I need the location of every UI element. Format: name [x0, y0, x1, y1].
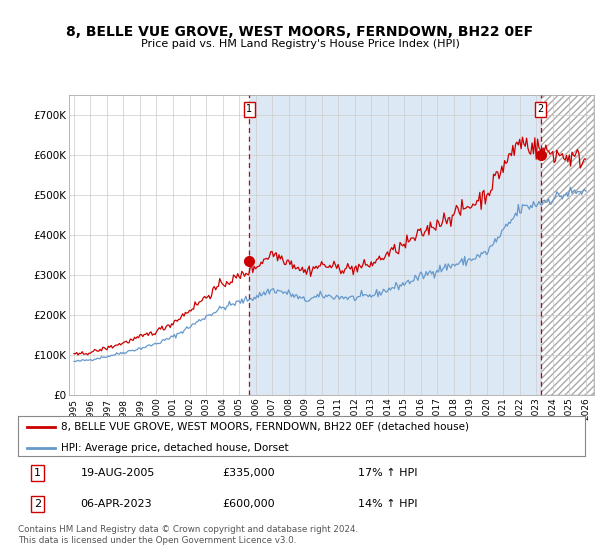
Text: £335,000: £335,000: [222, 468, 275, 478]
Text: 1: 1: [34, 468, 41, 478]
Text: 2: 2: [538, 104, 544, 114]
Text: HPI: Average price, detached house, Dorset: HPI: Average price, detached house, Dors…: [61, 442, 288, 452]
Text: 2: 2: [34, 500, 41, 510]
Text: Price paid vs. HM Land Registry's House Price Index (HPI): Price paid vs. HM Land Registry's House …: [140, 39, 460, 49]
Text: 14% ↑ HPI: 14% ↑ HPI: [358, 500, 418, 510]
Text: 06-APR-2023: 06-APR-2023: [80, 500, 152, 510]
Bar: [250, 95, 541, 395]
Text: 17% ↑ HPI: 17% ↑ HPI: [358, 468, 418, 478]
Bar: [541, 95, 594, 395]
Text: 8, BELLE VUE GROVE, WEST MOORS, FERNDOWN, BH22 0EF: 8, BELLE VUE GROVE, WEST MOORS, FERNDOWN…: [67, 25, 533, 39]
Text: 1: 1: [247, 104, 253, 114]
Text: Contains HM Land Registry data © Crown copyright and database right 2024.
This d: Contains HM Land Registry data © Crown c…: [18, 525, 358, 545]
Bar: [541, 95, 594, 395]
Text: 19-AUG-2005: 19-AUG-2005: [80, 468, 155, 478]
Text: £600,000: £600,000: [222, 500, 275, 510]
Text: 8, BELLE VUE GROVE, WEST MOORS, FERNDOWN, BH22 0EF (detached house): 8, BELLE VUE GROVE, WEST MOORS, FERNDOWN…: [61, 422, 469, 432]
